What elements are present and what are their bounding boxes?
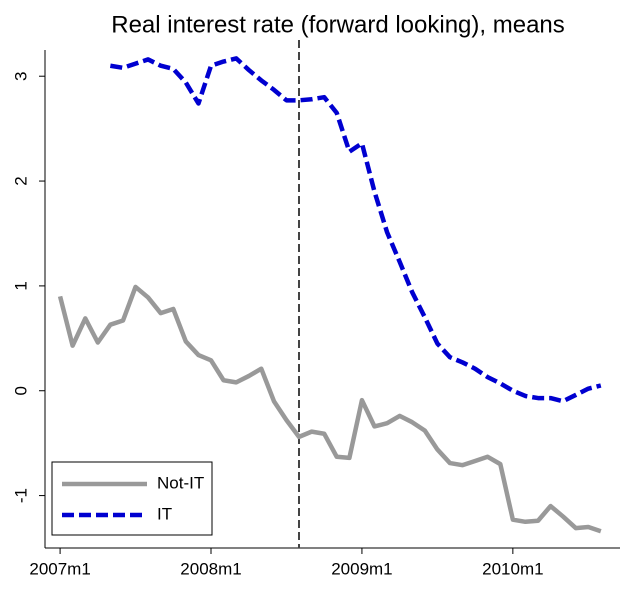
- y-tick-label: 3: [11, 71, 30, 80]
- y-tick-label: 1: [11, 281, 30, 290]
- y-tick-label: 0: [11, 386, 30, 395]
- legend-box: [51, 461, 213, 536]
- series-line: [57, 284, 602, 534]
- legend-label: IT: [157, 504, 172, 523]
- legend-label: Not-IT: [157, 473, 204, 492]
- x-tick-label: 2009m1: [331, 559, 392, 578]
- series-line: [109, 56, 602, 404]
- x-tick-label: 2010m1: [482, 559, 543, 578]
- x-tick-label: 2007m1: [29, 559, 90, 578]
- x-tick-label: 2008m1: [180, 559, 241, 578]
- chart-title: Real interest rate (forward looking), me…: [111, 11, 565, 38]
- y-tick-label: 2: [11, 176, 30, 185]
- y-tick-label: -1: [11, 488, 30, 503]
